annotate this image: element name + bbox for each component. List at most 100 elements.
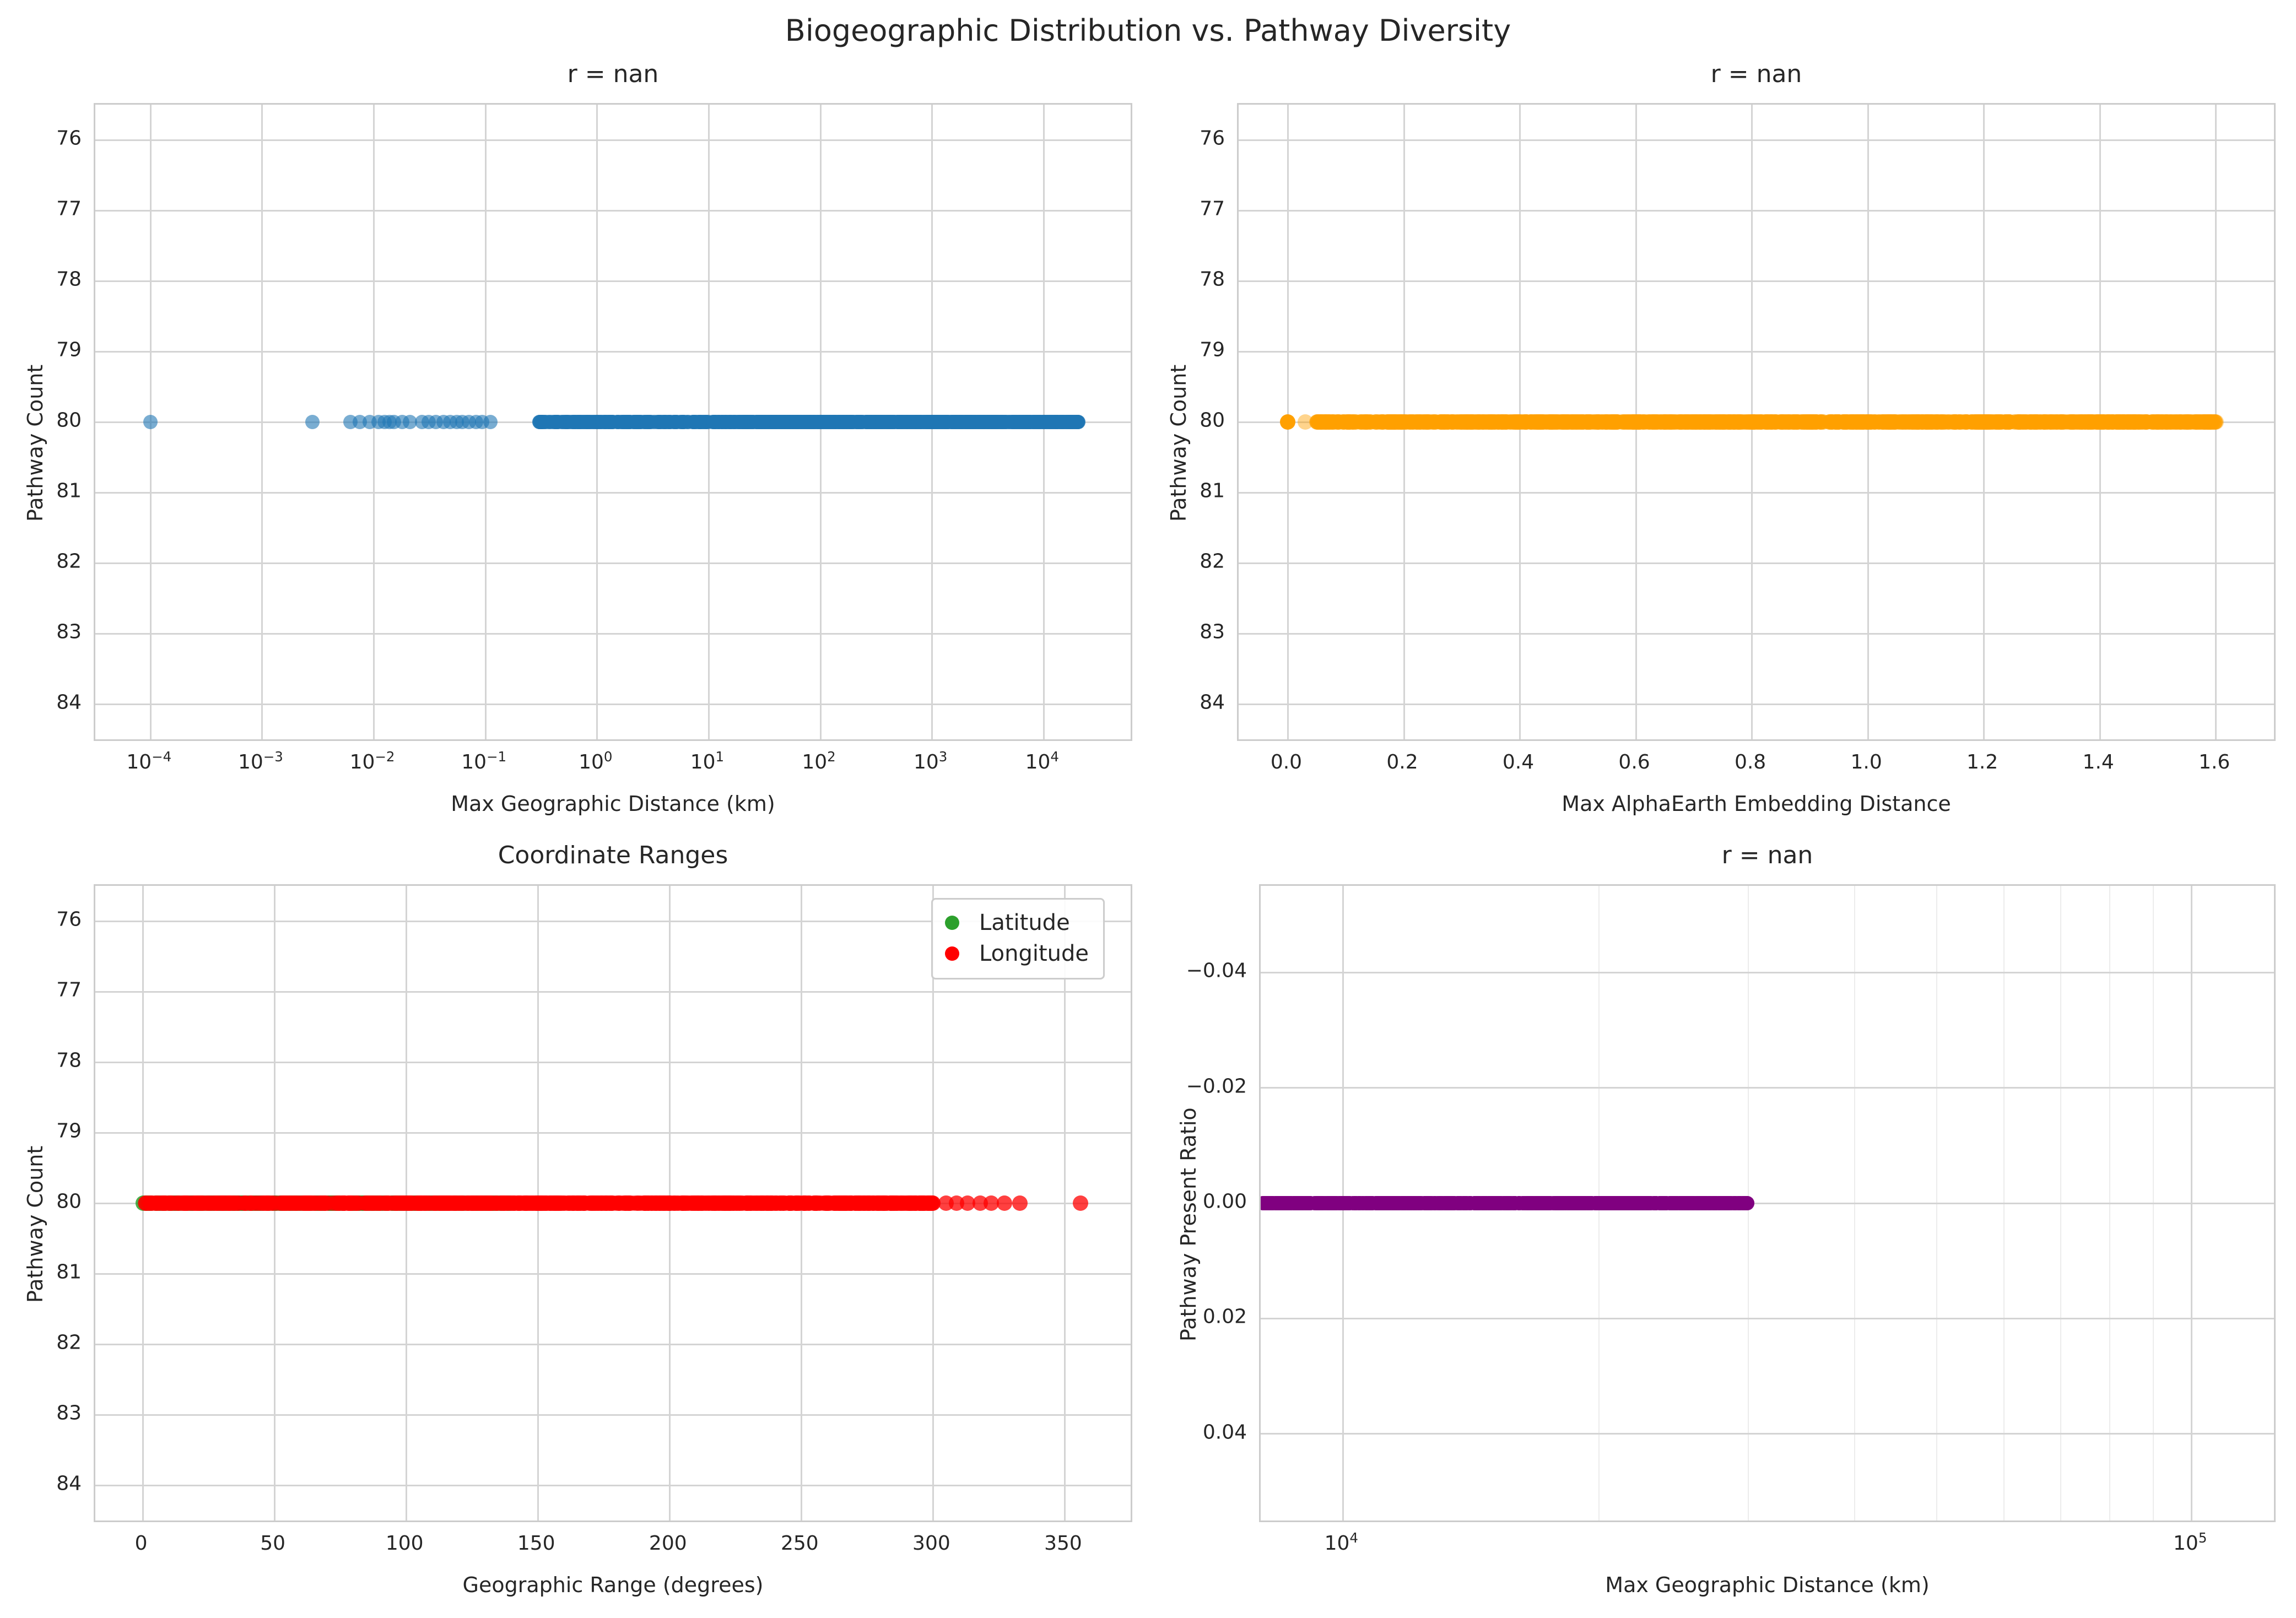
- scatter-point-purple: [1681, 1196, 1695, 1210]
- gridline-horizontal: [1239, 562, 2274, 564]
- scatter-point-longitude: [301, 1195, 317, 1211]
- scatter-point-longitude: [899, 1195, 915, 1211]
- scatter-point-orange: [1830, 414, 1846, 430]
- scatter-point-orange: [2002, 414, 2018, 430]
- y-tick-label: 77: [56, 978, 82, 1002]
- plot-area-top-left[interactable]: [94, 103, 1132, 741]
- x-tick-label: 1.0: [1850, 751, 1882, 773]
- y-tick-label: 77: [56, 197, 82, 220]
- x-tick-label: 250: [780, 1532, 819, 1555]
- scatter-point-longitude: [1012, 1195, 1028, 1211]
- x-tick-label: 104: [1025, 749, 1060, 773]
- x-tick-label: 103: [913, 749, 948, 773]
- gridline-horizontal: [1239, 209, 2274, 212]
- legend-marker-latitude-icon: [945, 916, 960, 930]
- scatter-point-blue: [566, 415, 581, 429]
- scatter-point-blue: [750, 415, 765, 429]
- scatter-point-purple: [1379, 1196, 1393, 1210]
- panel-bottom-right-xlabel: Max Geographic Distance (km): [1605, 1573, 1930, 1597]
- scatter-point-purple: [1412, 1196, 1427, 1210]
- scatter-point-orange: [1570, 414, 1586, 430]
- scatter-point-orange: [1849, 414, 1865, 430]
- scatter-point-blue: [688, 415, 703, 429]
- x-tick-label: 10−2: [349, 749, 395, 773]
- gridline-horizontal: [1239, 280, 2274, 282]
- scatter-point-longitude: [320, 1195, 336, 1211]
- y-tick-label: 84: [1200, 691, 1225, 714]
- y-tick-label: 77: [1200, 197, 1225, 220]
- scatter-point-longitude: [622, 1195, 638, 1211]
- scatter-point-longitude: [162, 1195, 178, 1211]
- plot-area-top-right[interactable]: [1237, 103, 2276, 741]
- scatter-point-purple: [1359, 1196, 1374, 1210]
- gridline-horizontal: [1239, 491, 2274, 494]
- y-tick-label: −0.04: [1186, 959, 1247, 982]
- x-tick-label: 104: [1324, 1530, 1358, 1555]
- x-tick-label: 10−4: [126, 749, 172, 773]
- scatter-point-purple: [1346, 1196, 1360, 1210]
- scatter-point-purple: [1739, 1196, 1753, 1210]
- panel-bottom-left-ylabel: Pathway Count: [23, 1145, 47, 1303]
- y-tick-label: 76: [56, 908, 82, 931]
- legend-item-longitude[interactable]: Longitude: [945, 938, 1089, 969]
- scatter-point-blue: [549, 415, 563, 429]
- y-tick-label: 81: [56, 1260, 82, 1284]
- scatter-point-orange: [1476, 414, 1492, 430]
- y-tick-label: 84: [56, 1472, 82, 1495]
- scatter-point-purple: [1616, 1196, 1631, 1210]
- scatter-point-longitude: [533, 1195, 549, 1211]
- legend-item-latitude[interactable]: Latitude: [945, 907, 1089, 938]
- scatter-point-purple: [1443, 1196, 1457, 1210]
- scatter-point-longitude: [1073, 1195, 1089, 1211]
- scatter-point-purple: [1632, 1196, 1647, 1210]
- scatter-point-blue: [640, 415, 655, 429]
- scatter-point-longitude: [639, 1195, 655, 1211]
- scatter-point-purple: [1601, 1196, 1616, 1210]
- y-tick-label: 79: [1200, 338, 1225, 361]
- scatter-point-blue: [706, 415, 721, 429]
- y-tick-label: 81: [1200, 479, 1225, 502]
- panel-bottom-left-xlabel: Geographic Range (degrees): [462, 1573, 764, 1597]
- x-tick-label: 10−1: [461, 749, 507, 773]
- scatter-point-longitude: [690, 1195, 706, 1211]
- gridline-horizontal: [95, 1132, 1131, 1134]
- scatter-point-purple: [1512, 1196, 1527, 1210]
- scatter-point-orange: [1616, 414, 1632, 430]
- scatter-point-longitude: [258, 1195, 274, 1211]
- x-tick-label: 105: [2173, 1530, 2207, 1555]
- gridline-horizontal: [95, 703, 1131, 705]
- scatter-point-orange: [1309, 414, 1325, 430]
- panel-top-right-ylabel: Pathway Count: [1166, 364, 1191, 522]
- scatter-point-orange: [2208, 414, 2224, 430]
- panel-top-left: r = nan Max Geographic Distance (km) Pat…: [23, 60, 1132, 816]
- gridline-horizontal: [95, 280, 1131, 282]
- figure-suptitle: Biogeographic Distribution vs. Pathway D…: [785, 13, 1511, 48]
- x-tick-label: 350: [1044, 1532, 1082, 1555]
- scatter-point-longitude: [835, 1195, 851, 1211]
- plot-area-bottom-left[interactable]: [94, 884, 1132, 1522]
- scatter-point-orange: [1673, 414, 1689, 430]
- x-tick-label: 0.2: [1386, 751, 1418, 773]
- plot-area-bottom-right[interactable]: [1259, 884, 2276, 1522]
- scatter-point-longitude: [756, 1195, 772, 1211]
- scatter-point-orange: [1658, 414, 1674, 430]
- scatter-point-orange: [1636, 414, 1652, 430]
- scatter-point-longitude: [390, 1195, 406, 1211]
- scatter-point-blue: [840, 415, 855, 429]
- y-tick-label: 84: [56, 691, 82, 714]
- scatter-point-purple: [1470, 1196, 1485, 1210]
- x-tick-label: 200: [649, 1532, 687, 1555]
- scatter-point-orange: [1541, 414, 1557, 430]
- scatter-point-blue: [581, 415, 596, 429]
- gridline-horizontal: [95, 1414, 1131, 1416]
- scatter-point-purple: [1722, 1196, 1737, 1210]
- panel-bottom-left-title: Coordinate Ranges: [498, 841, 728, 869]
- scatter-point-orange: [2083, 414, 2099, 430]
- scatter-point-blue: [532, 415, 547, 429]
- scatter-point-blue: [793, 415, 808, 429]
- y-tick-label: 82: [1200, 550, 1225, 573]
- gridline-horizontal: [1261, 1087, 2274, 1089]
- legend-coordinate-ranges[interactable]: Latitude Longitude: [931, 898, 1105, 980]
- y-tick-label: 0.02: [1202, 1305, 1247, 1328]
- x-tick-label: 102: [802, 749, 836, 773]
